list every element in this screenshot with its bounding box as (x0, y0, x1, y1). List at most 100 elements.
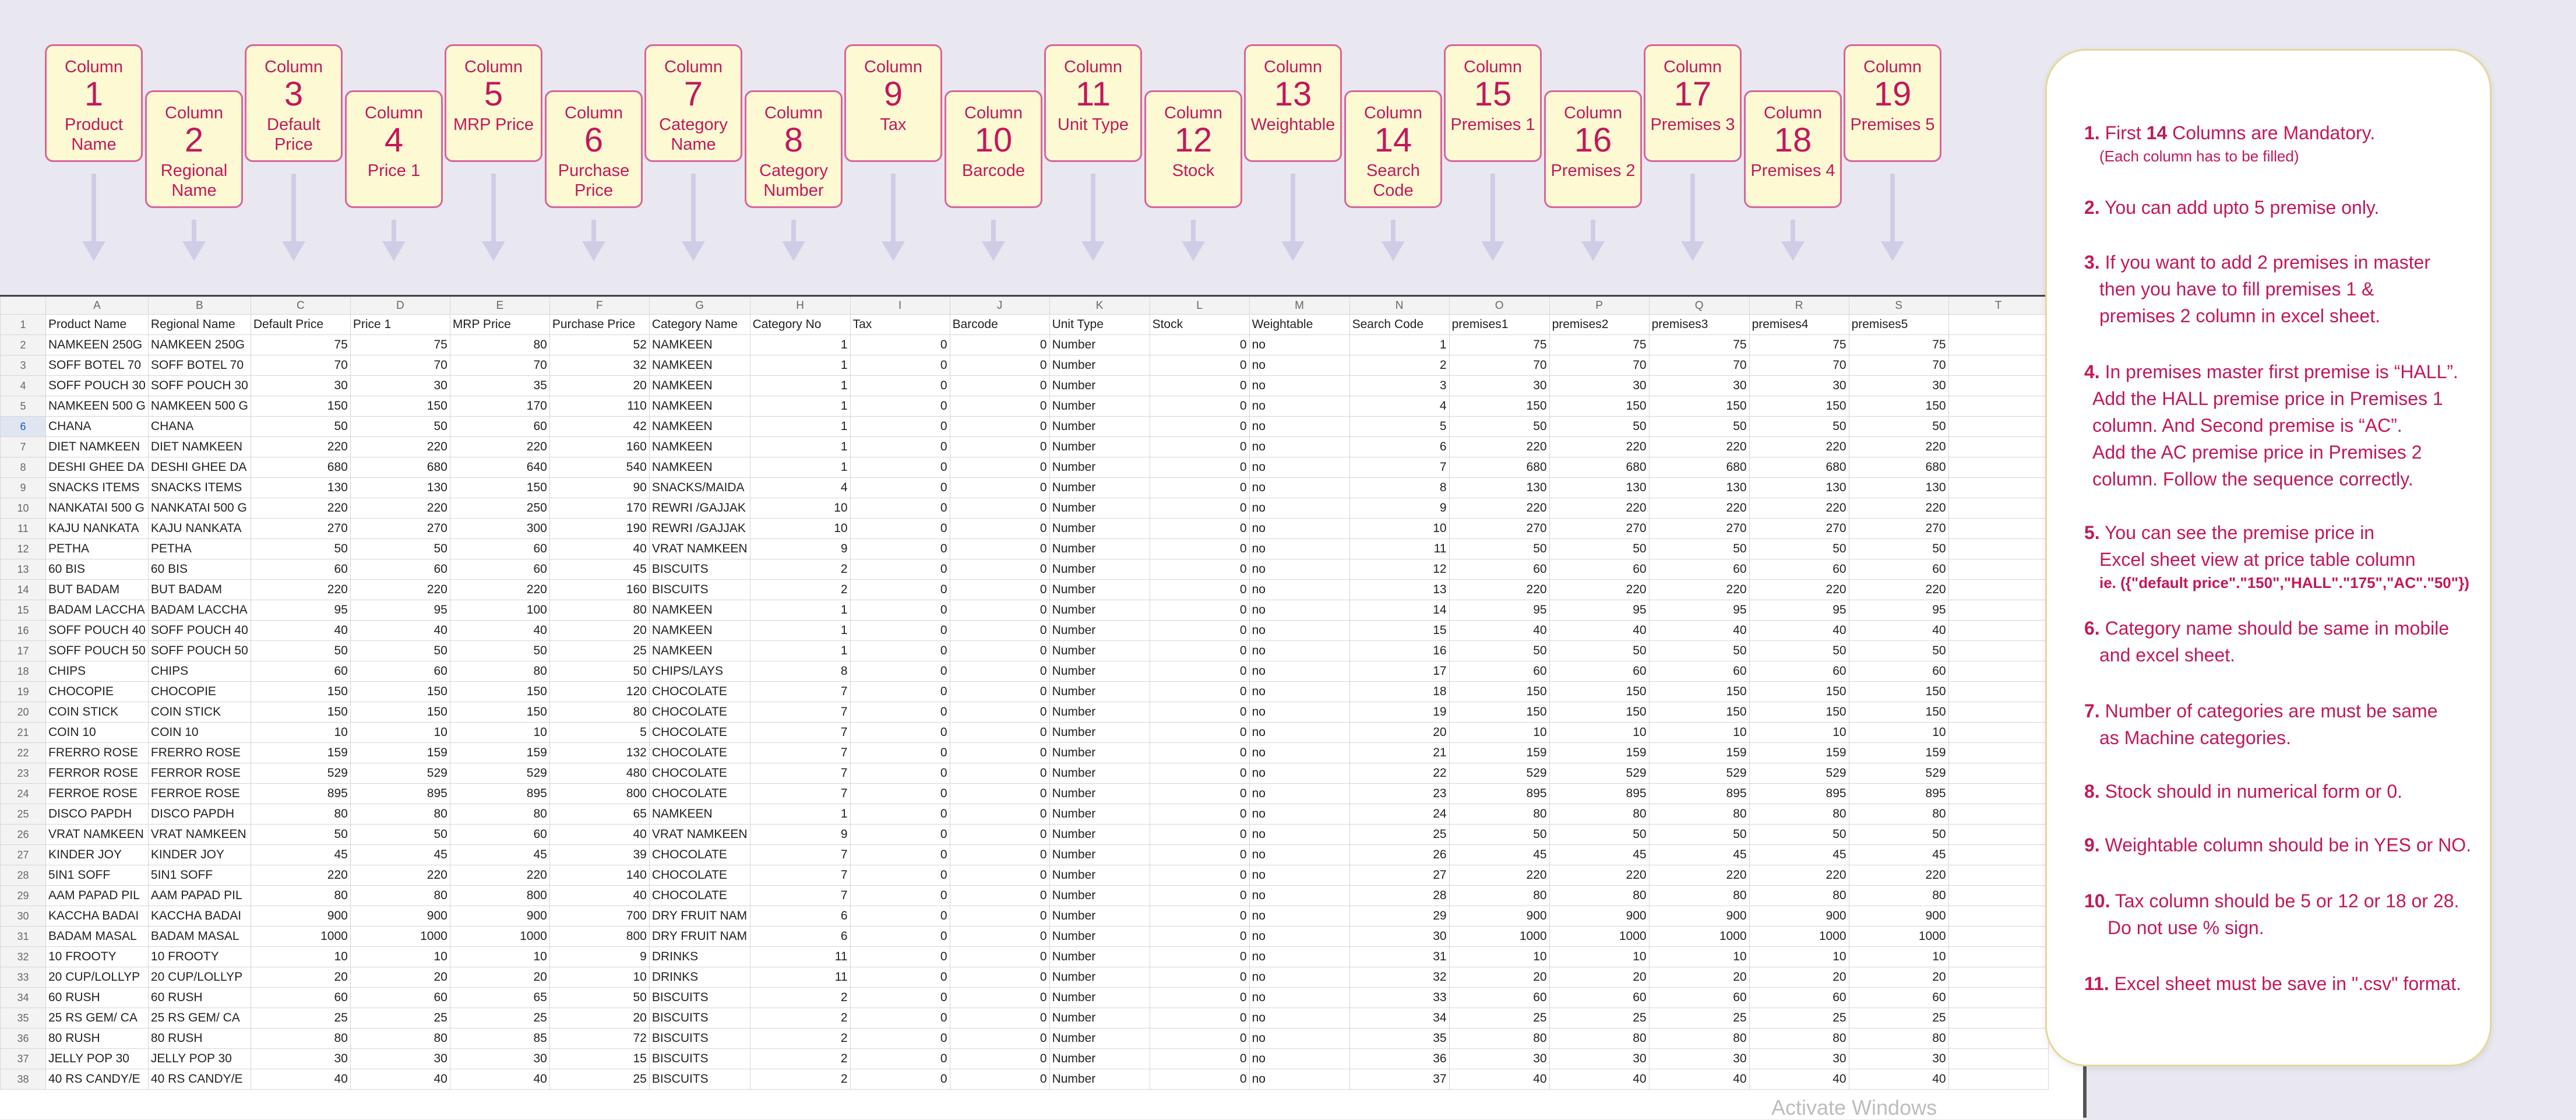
cell[interactable]: 60 (449, 416, 550, 437)
cell[interactable]: 0 (1149, 967, 1250, 988)
cell[interactable]: 60 (1648, 661, 1750, 682)
cell[interactable]: 480 (549, 763, 650, 784)
cell[interactable]: 60 (250, 559, 351, 580)
cell[interactable] (1948, 640, 2049, 661)
cell[interactable]: 80 (449, 661, 550, 682)
cell[interactable]: 160 (549, 579, 650, 600)
cell[interactable]: 0 (949, 640, 1050, 661)
cell[interactable]: DISCO PAPDH (45, 804, 149, 825)
cell[interactable]: 0 (949, 702, 1050, 723)
cell[interactable]: Number (1049, 600, 1150, 621)
cell[interactable]: Number (1049, 763, 1150, 784)
cell[interactable]: 150 (350, 681, 450, 702)
cell[interactable] (1948, 885, 2049, 906)
cell[interactable]: 10 FROOTY (147, 946, 251, 967)
cell[interactable]: Number (1049, 783, 1150, 804)
cell[interactable]: KINDER JOY (45, 844, 149, 865)
cell[interactable]: BUT BADAM (45, 579, 149, 600)
cell[interactable]: 1 (749, 620, 851, 641)
cell[interactable]: CHOCOPIE (147, 681, 251, 702)
column-letter-header[interactable]: D (350, 297, 450, 315)
cell[interactable]: 0 (1149, 824, 1250, 845)
cell[interactable]: 50 (1648, 416, 1750, 437)
cell[interactable]: 220 (350, 579, 450, 600)
cell[interactable]: 190 (549, 518, 650, 539)
cell[interactable]: 18 (1349, 681, 1450, 702)
cell[interactable]: CHOCOLATE (649, 722, 750, 743)
cell[interactable]: 70 (350, 355, 450, 376)
cell[interactable]: 40 (549, 538, 650, 559)
cell[interactable]: 0 (949, 416, 1050, 437)
cell[interactable]: 130 (350, 477, 450, 498)
column-letter-header[interactable]: G (649, 297, 750, 315)
cell[interactable]: 70 (1648, 355, 1750, 376)
header-cell[interactable]: Product Name (45, 314, 149, 335)
cell[interactable]: 45 (1449, 844, 1550, 865)
cell[interactable]: 40 (449, 620, 550, 641)
cell[interactable]: 7 (749, 885, 851, 906)
table-row[interactable]: 29 AAM PAPAD PIL AAM PAPAD PIL 80 80 800 40 CHO… (0, 885, 2049, 906)
cell[interactable]: Number (1049, 334, 1150, 355)
cell[interactable]: 50 (350, 538, 450, 559)
cell[interactable]: Number (1049, 885, 1150, 906)
cell[interactable]: no (1249, 865, 1350, 886)
cell[interactable] (1948, 946, 2049, 967)
cell[interactable]: 529 (1549, 763, 1650, 784)
column-letter-header[interactable]: R (1749, 297, 1849, 315)
cell[interactable]: NAMKEEN (649, 416, 750, 437)
cell[interactable]: Number (1049, 987, 1150, 1008)
cell[interactable]: 0 (1149, 742, 1250, 763)
cell[interactable]: no (1249, 436, 1350, 457)
cell[interactable]: 17 (1349, 661, 1450, 682)
cell[interactable]: BISCUITS (649, 1028, 750, 1049)
cell[interactable]: 0 (850, 620, 950, 641)
cell[interactable]: 150 (350, 702, 450, 723)
cell[interactable]: 150 (1749, 702, 1849, 723)
column-letter-header[interactable]: N (1349, 297, 1450, 315)
cell[interactable] (1948, 579, 2049, 600)
cell[interactable] (1948, 538, 2049, 559)
cell[interactable]: 6 (749, 906, 851, 927)
cell[interactable]: 40 (1648, 1069, 1750, 1090)
cell[interactable]: 220 (1549, 436, 1650, 457)
cell[interactable]: 0 (1149, 416, 1250, 437)
cell[interactable]: 24 (1349, 804, 1450, 825)
cell[interactable]: 680 (350, 457, 450, 478)
cell[interactable]: 1000 (1549, 926, 1650, 947)
cell[interactable]: 159 (1449, 742, 1550, 763)
cell[interactable]: 31 (1349, 946, 1450, 967)
column-letter-header[interactable]: P (1549, 297, 1650, 315)
cell[interactable]: 25 (549, 1069, 650, 1090)
cell[interactable]: NAMKEEN (649, 457, 750, 478)
cell[interactable]: 50 (1549, 416, 1650, 437)
cell[interactable]: Number (1049, 1048, 1150, 1069)
cell[interactable]: no (1249, 885, 1350, 906)
cell[interactable]: 0 (850, 518, 950, 539)
cell[interactable]: 60 (449, 559, 550, 580)
cell[interactable]: 60 BIS (147, 559, 251, 580)
cell[interactable] (1948, 457, 2049, 478)
row-number[interactable]: 24 (0, 783, 46, 804)
row-number[interactable]: 33 (0, 967, 46, 988)
cell[interactable]: 80 (1848, 1028, 1949, 1049)
cell[interactable]: 0 (1149, 661, 1250, 682)
cell[interactable]: 0 (850, 804, 950, 825)
cell[interactable]: 800 (549, 926, 650, 947)
cell[interactable]: 159 (350, 742, 450, 763)
cell[interactable]: AAM PAPAD PIL (45, 885, 149, 906)
corner-cell[interactable] (0, 297, 46, 315)
cell[interactable]: 60 (449, 824, 550, 845)
cell[interactable]: 22 (1349, 763, 1450, 784)
cell[interactable]: 0 (850, 457, 950, 478)
header-cell[interactable]: premises4 (1749, 314, 1849, 335)
cell[interactable]: 34 (1349, 1008, 1450, 1029)
cell[interactable]: no (1249, 661, 1350, 682)
cell[interactable]: 0 (1149, 498, 1250, 519)
cell[interactable]: 21 (1349, 742, 1450, 763)
cell[interactable]: 20 (250, 967, 351, 988)
cell[interactable]: BISCUITS (649, 987, 750, 1008)
cell[interactable]: 529 (250, 763, 351, 784)
cell[interactable]: 1 (749, 457, 851, 478)
cell[interactable]: Number (1049, 702, 1150, 723)
cell[interactable]: 7 (749, 763, 851, 784)
